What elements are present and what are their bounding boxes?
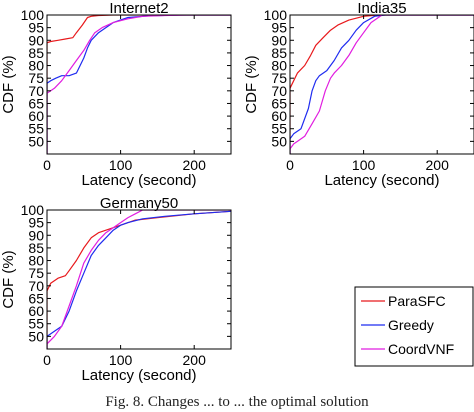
series-line-coordvnf bbox=[47, 15, 231, 154]
y-tick-label: 60 bbox=[28, 303, 44, 319]
x-tick-label: 200 bbox=[183, 157, 207, 173]
axes-frame bbox=[289, 14, 474, 155]
y-tick-label: 95 bbox=[28, 215, 44, 231]
y-tick-label: 65 bbox=[28, 290, 44, 306]
y-tick-label: 50 bbox=[28, 328, 44, 344]
y-tick-label: 70 bbox=[28, 278, 44, 294]
y-tick-label: 100 bbox=[21, 7, 45, 23]
x-axis-label: Latency (second) bbox=[81, 172, 196, 189]
series-line-parasfc bbox=[47, 210, 231, 349]
y-tick-label: 80 bbox=[28, 253, 44, 269]
x-tick-label: 0 bbox=[43, 157, 51, 173]
y-tick-label: 70 bbox=[271, 83, 287, 99]
x-tick-label: 100 bbox=[109, 352, 133, 368]
y-tick-label: 75 bbox=[271, 70, 287, 86]
legend-label-coordvnf: CoordVNF bbox=[388, 341, 454, 357]
y-tick-label: 90 bbox=[28, 227, 44, 243]
y-tick-label: 75 bbox=[28, 265, 44, 281]
y-axis-label: CDF (%) bbox=[0, 55, 17, 113]
series-lines bbox=[47, 15, 231, 154]
x-axis-label: Latency (second) bbox=[81, 367, 196, 384]
axes-frame bbox=[46, 14, 232, 155]
y-tick-label: 65 bbox=[28, 95, 44, 111]
legend-box bbox=[354, 286, 474, 367]
series-line-coordvnf bbox=[290, 15, 474, 154]
y-axis-label: CDF (%) bbox=[243, 55, 260, 113]
y-tick-label: 100 bbox=[264, 7, 288, 23]
y-tick-label: 55 bbox=[28, 121, 44, 137]
y-tick-label: 50 bbox=[28, 133, 44, 149]
y-tick-label: 90 bbox=[28, 32, 44, 48]
y-tick-label: 50 bbox=[271, 133, 287, 149]
series-line-coordvnf bbox=[47, 210, 231, 349]
series-lines bbox=[290, 15, 474, 154]
chart-title: India35 bbox=[357, 0, 406, 17]
x-axis-label: Latency (second) bbox=[324, 172, 439, 189]
y-tick-label: 70 bbox=[28, 83, 44, 99]
series-line-parasfc bbox=[47, 15, 231, 154]
y-tick-label: 85 bbox=[28, 45, 44, 61]
y-tick-label: 60 bbox=[28, 108, 44, 124]
x-tick-label: 200 bbox=[183, 352, 207, 368]
y-tick-label: 80 bbox=[28, 58, 44, 74]
series-line-greedy bbox=[290, 15, 474, 154]
y-tick-label: 95 bbox=[28, 20, 44, 36]
series-line-greedy bbox=[47, 210, 231, 349]
y-tick-label: 75 bbox=[28, 70, 44, 86]
y-tick-label: 55 bbox=[28, 316, 44, 332]
legend-label-greedy: Greedy bbox=[388, 317, 434, 333]
x-tick-label: 100 bbox=[352, 157, 376, 173]
series-line-parasfc bbox=[290, 15, 474, 154]
y-tick-label: 100 bbox=[21, 202, 45, 218]
y-tick-label: 80 bbox=[271, 58, 287, 74]
y-tick-label: 65 bbox=[271, 95, 287, 111]
y-tick-label: 85 bbox=[271, 45, 287, 61]
x-tick-label: 100 bbox=[109, 157, 133, 173]
y-tick-label: 90 bbox=[271, 32, 287, 48]
axes-frame bbox=[46, 209, 232, 350]
legend-label-parasfc: ParaSFC bbox=[388, 293, 446, 309]
x-tick-label: 0 bbox=[43, 352, 51, 368]
y-tick-label: 85 bbox=[28, 240, 44, 256]
series-lines bbox=[47, 210, 231, 349]
figure-caption: Fig. 8. Changes ... to ... the optimal s… bbox=[105, 394, 369, 410]
chart-title: Germany50 bbox=[100, 195, 178, 212]
series-line-greedy bbox=[47, 15, 231, 154]
legend: ParaSFC Greedy CoordVNF bbox=[354, 286, 474, 367]
chart-title: Internet2 bbox=[109, 0, 168, 17]
x-tick-label: 0 bbox=[286, 157, 294, 173]
y-tick-label: 60 bbox=[271, 108, 287, 124]
y-tick-label: 55 bbox=[271, 121, 287, 137]
x-tick-label: 200 bbox=[426, 157, 450, 173]
y-tick-label: 95 bbox=[271, 20, 287, 36]
y-axis-label: CDF (%) bbox=[0, 250, 17, 308]
